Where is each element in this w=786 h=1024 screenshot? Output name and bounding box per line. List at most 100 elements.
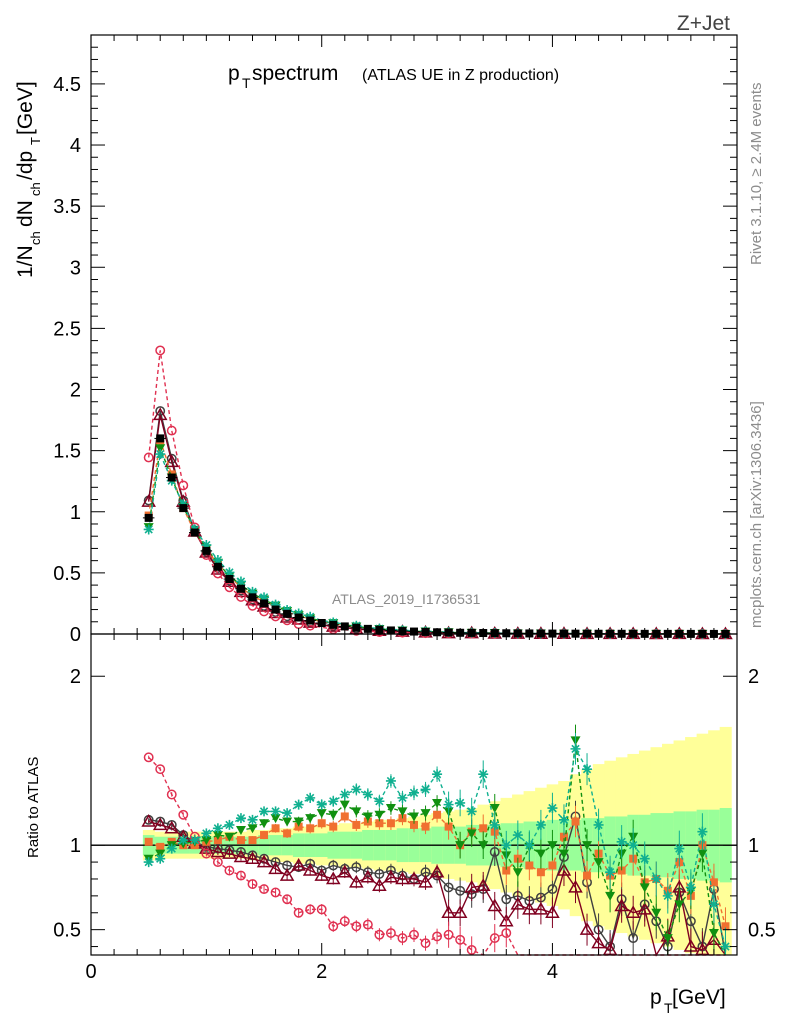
series-5-ratio-point	[293, 907, 304, 918]
series-5-ratio-point	[443, 929, 454, 940]
series-3-ratio-point	[583, 871, 592, 880]
series-2-ratio-point	[141, 814, 156, 827]
x-tick-label: 0	[85, 961, 96, 983]
series-6-main-point	[143, 524, 154, 535]
series-2-ratio-point	[441, 905, 456, 919]
series-6-ratio-point	[155, 853, 166, 864]
series-5-ratio-point	[212, 857, 223, 868]
series-6-main-point	[235, 576, 246, 587]
series-3-ratio-point	[375, 819, 384, 828]
ratio-y-tick-label-right: 1	[748, 835, 759, 857]
series-3-ratio-point	[271, 824, 280, 833]
series-4-ratio-point	[351, 807, 362, 817]
series-1-ratio-point	[374, 868, 385, 879]
series-4-ratio-point	[362, 812, 373, 822]
data-point	[179, 504, 188, 513]
series-3-ratio-point	[410, 820, 418, 829]
series-3-ratio-point	[283, 829, 292, 838]
ylabel-sub1: ch	[28, 231, 43, 245]
data-point	[260, 599, 269, 608]
series-3-ratio-point	[340, 812, 349, 821]
series-6-ratio-point	[385, 775, 396, 786]
y-tick-label: 3	[70, 257, 81, 279]
data-point	[167, 473, 176, 482]
series-6-ratio-point	[374, 796, 385, 807]
series-3-ratio-point	[721, 922, 730, 931]
mcplots-label: mcplots.cern.ch [arXiv:1306.3436]	[748, 401, 765, 628]
series-2-ratio-point	[349, 874, 364, 888]
series-1-ratio-point	[489, 846, 500, 857]
series-3-ratio-point	[156, 842, 165, 851]
series-2-ratio-point	[210, 844, 226, 858]
series-6-ratio-point	[432, 769, 443, 780]
series-3-ratio-point	[709, 878, 718, 887]
data-point	[352, 623, 361, 632]
series-3-ratio-point	[433, 810, 442, 819]
xlabel-p: p	[650, 986, 662, 1009]
series-3-ratio-point	[502, 866, 511, 875]
series-4-ratio-point	[582, 841, 593, 851]
ratio-y-label: Ratio to ATLAS	[25, 757, 42, 858]
series-4-ratio-point	[708, 929, 719, 939]
series-4-ratio-point	[328, 810, 339, 820]
series-4-ratio-point	[293, 817, 304, 827]
series-6-ratio-point	[316, 799, 327, 810]
series-2-ratio-point	[475, 878, 491, 891]
series-6-ratio-point	[259, 806, 270, 817]
series-1-ratio-point	[547, 884, 558, 895]
series-2-ratio-point	[545, 905, 560, 919]
data-point	[513, 629, 522, 638]
series-3-ratio-point	[248, 836, 257, 845]
series-4-ratio-point	[662, 934, 673, 944]
series-6-ratio-point	[189, 835, 200, 846]
series-5-ratio-point	[305, 904, 316, 915]
y-tick-label: 4	[70, 135, 81, 157]
series-3-ratio-point	[559, 832, 568, 841]
y-tick-label: 2	[70, 380, 81, 402]
series-3-ratio-point	[294, 822, 303, 831]
series-3-ratio-point	[352, 820, 361, 829]
series-6-ratio-point	[178, 835, 189, 846]
x-tick-label: 4	[547, 961, 558, 983]
series-4-ratio-point	[259, 819, 270, 829]
series-3-ratio-point	[548, 861, 557, 870]
data-point	[144, 513, 153, 522]
series-5-ratio-point	[455, 934, 466, 945]
series-4-ratio-point	[432, 798, 443, 808]
series-6-ratio-point	[708, 899, 719, 910]
series-5-ratio-point	[224, 865, 235, 876]
series-5-ratio-point	[501, 928, 512, 938]
title-p: p	[228, 62, 240, 85]
data-point	[294, 613, 303, 622]
series-4-main-point	[155, 444, 166, 454]
series-6-ratio-point	[328, 796, 339, 807]
ratio-y-tick-label: 0.5	[53, 920, 81, 942]
series-6-ratio-point	[143, 857, 154, 868]
series-2-ratio-point	[372, 878, 387, 891]
series-5-main-point	[178, 480, 189, 491]
series-6-ratio-point	[247, 814, 258, 825]
data-point	[271, 605, 280, 614]
series-6-ratio-point	[616, 836, 627, 847]
series-2-ratio-point	[614, 898, 629, 912]
series-3-ratio-point	[236, 836, 245, 845]
series-6-ratio-point	[720, 941, 731, 952]
series-2-ratio-point	[452, 905, 468, 919]
series-6-ratio-point	[685, 882, 696, 893]
y-tick-label: 0.5	[53, 563, 81, 585]
series-2-ratio-point	[625, 905, 641, 919]
series-3-ratio-point	[306, 824, 315, 833]
series-4-ratio-point	[651, 908, 662, 918]
series-5-ratio-point	[374, 929, 385, 940]
series-5-ratio-point	[362, 919, 373, 930]
process-label: Z+Jet	[677, 12, 730, 35]
series-4-ratio-point	[455, 841, 466, 851]
series-1-ratio-point	[351, 862, 362, 873]
xlabel-sub: T	[664, 1000, 673, 1016]
data-point	[398, 627, 407, 636]
ratio-y-tick-label-right: 2	[748, 666, 759, 688]
series-6-ratio-point	[455, 797, 466, 808]
series-2-ratio-point	[510, 896, 526, 910]
data-point	[213, 562, 222, 571]
data-point	[202, 546, 211, 555]
